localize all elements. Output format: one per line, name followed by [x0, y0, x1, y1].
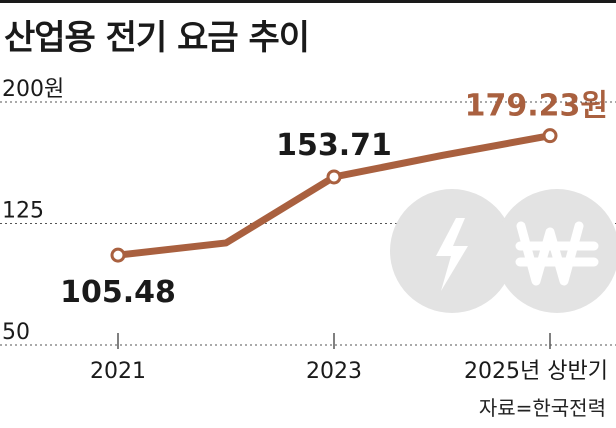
label-layer: 105.48 153.71 179.23원 [60, 89, 608, 310]
top-rule [0, 0, 616, 3]
y-tick-label: 125 [2, 199, 44, 224]
data-point [542, 128, 558, 144]
data-label: 105.48 [60, 275, 176, 310]
data-point [326, 169, 342, 185]
data-label: 153.71 [276, 128, 392, 163]
won-icon [515, 221, 599, 286]
source-note: 자료=한국전력 [478, 396, 606, 420]
lightning-icon [436, 218, 468, 291]
y-tick-label: 50 [2, 320, 30, 345]
axis-layer: 200원 125 50 2021 2023 2025년 상반기 [2, 77, 608, 384]
series-layer [110, 128, 558, 263]
chart-title: 산업용 전기 요금 추이 [4, 18, 310, 58]
x-tick-label: 2021 [90, 359, 146, 384]
x-tick-label: 2025년 상반기 [464, 359, 608, 384]
icon-layer [390, 189, 616, 313]
data-label: 179.23원 [465, 89, 608, 124]
y-tick-label: 200원 [2, 77, 64, 102]
x-tick-label: 2023 [306, 359, 362, 384]
data-point [110, 247, 126, 263]
